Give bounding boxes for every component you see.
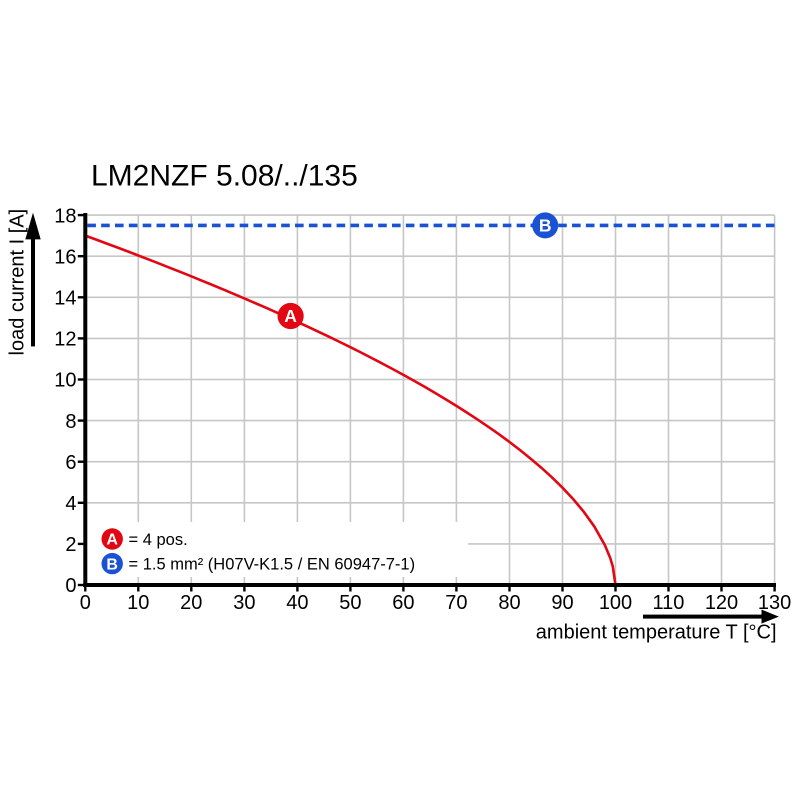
svg-text:120: 120 <box>705 592 738 614</box>
svg-text:10: 10 <box>127 592 149 614</box>
svg-text:= 1.5 mm² (H07V-K1.5 / EN 6094: = 1.5 mm² (H07V-K1.5 / EN 60947-7-1) <box>129 555 416 573</box>
svg-text:130: 130 <box>758 592 791 614</box>
svg-text:load current I [A]: load current I [A] <box>7 209 29 356</box>
svg-text:LM2NZF 5.08/../135: LM2NZF 5.08/../135 <box>91 159 358 192</box>
svg-text:2: 2 <box>65 534 76 556</box>
svg-text:B: B <box>539 216 552 236</box>
svg-text:18: 18 <box>54 205 76 227</box>
svg-text:30: 30 <box>233 592 255 614</box>
svg-text:80: 80 <box>498 592 520 614</box>
svg-text:ambient temperature T [°C]: ambient temperature T [°C] <box>536 622 777 644</box>
svg-text:6: 6 <box>65 452 76 474</box>
svg-text:8: 8 <box>65 411 76 433</box>
svg-text:50: 50 <box>339 592 361 614</box>
svg-text:A: A <box>106 532 118 549</box>
svg-text:110: 110 <box>653 592 685 614</box>
svg-text:40: 40 <box>286 592 308 614</box>
svg-text:70: 70 <box>445 592 467 614</box>
svg-text:60: 60 <box>392 592 414 614</box>
svg-text:14: 14 <box>54 288 76 310</box>
svg-text:16: 16 <box>54 246 76 268</box>
svg-text:0: 0 <box>80 592 91 614</box>
svg-text:100: 100 <box>599 592 632 614</box>
svg-text:20: 20 <box>180 592 202 614</box>
svg-text:B: B <box>106 556 118 573</box>
svg-text:10: 10 <box>54 370 76 392</box>
svg-text:= 4 pos.: = 4 pos. <box>129 531 188 549</box>
svg-text:A: A <box>284 306 297 326</box>
svg-text:0: 0 <box>65 575 76 597</box>
svg-text:12: 12 <box>54 329 76 351</box>
svg-text:4: 4 <box>65 493 76 515</box>
svg-text:90: 90 <box>551 592 573 614</box>
